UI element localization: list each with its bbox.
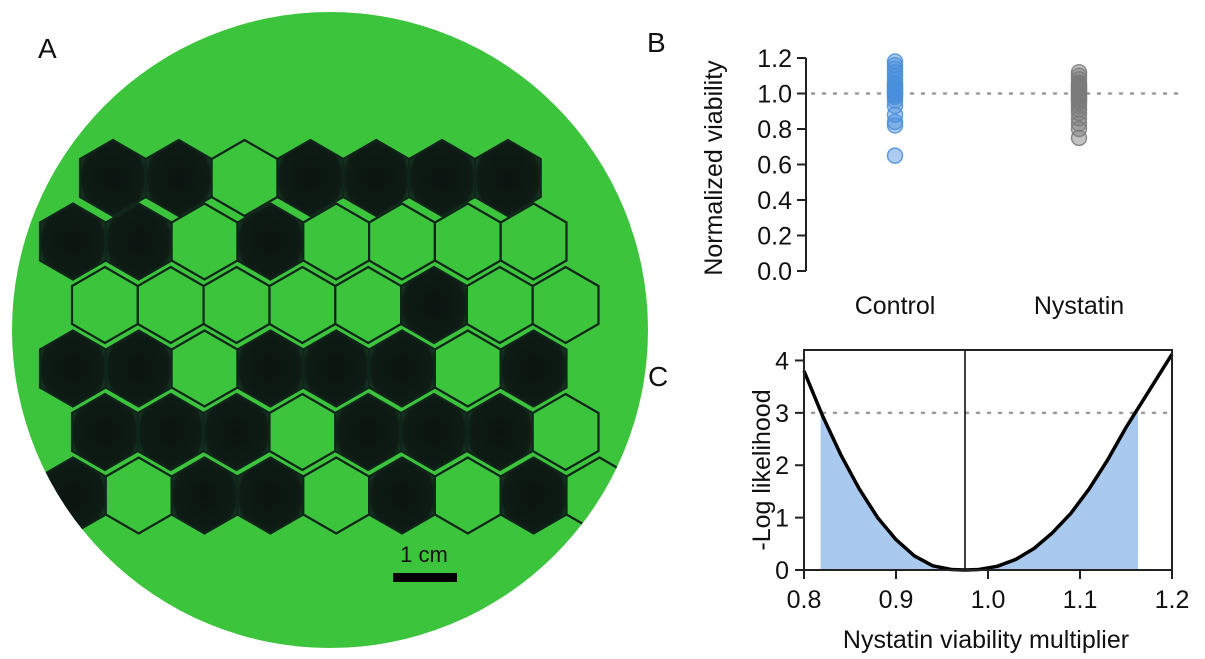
y-axis-title-c: -Log likelihood: [748, 389, 776, 550]
well-green: [531, 265, 600, 345]
y-tick-label: 1: [775, 505, 789, 533]
y-tick-label: 4: [775, 347, 789, 375]
data-point: [886, 147, 904, 164]
points-b: [886, 53, 1088, 164]
panel-letter-b: B: [647, 27, 666, 58]
y-tick-label: 2: [775, 452, 789, 480]
ticks-c: 0 1 2 3 4 0.8 0.9 1.0 1.1 1.2: [775, 347, 1189, 614]
y-tick-label: 0: [775, 557, 789, 585]
well-dark: [499, 329, 568, 408]
y-tick-label: 0.8: [757, 116, 792, 144]
x-tick-label: 0.9: [879, 586, 914, 614]
y-ticks-b: 0.0 0.2 0.4 0.6 0.8 1.0 1.2: [757, 45, 806, 286]
x-category-label: Control: [855, 292, 936, 320]
x-tick-label: 0.8: [787, 586, 822, 614]
data-point: [1070, 120, 1088, 138]
y-tick-label: 0.0: [757, 258, 792, 286]
confidence-interval-area: [820, 408, 1138, 570]
y-tick-label: 0.6: [757, 152, 792, 180]
x-axis-title-c: Nystatin viability multiplier: [843, 626, 1129, 654]
well-green: [499, 202, 568, 281]
x-category-label: Nystatin: [1034, 292, 1124, 320]
panel-b: B Normalized viability 0.0 0.2 0.4 0.6 0.8 1.…: [647, 27, 1187, 320]
well-green: [531, 392, 600, 472]
y-tick-label: 1.0: [757, 81, 792, 109]
y-tick-label: 0.2: [757, 223, 792, 251]
panel-letter-a: A: [38, 33, 57, 64]
y-tick-label: 1.2: [757, 45, 792, 73]
panel-a: A 1 cm: [12, 12, 648, 648]
plot-area-c: [802, 349, 1174, 572]
data-point: [886, 97, 904, 115]
panel-letter-c: C: [648, 361, 668, 392]
scale-bar-label: 1 cm: [400, 542, 448, 567]
y-axis-title-b: Normalized viability: [700, 60, 728, 276]
panel-c: C -Log likelihood Nystatin viability mul…: [648, 347, 1189, 654]
data-point: [886, 117, 904, 134]
x-tick-label: 1.1: [1063, 586, 1098, 614]
hex-well-grid: [38, 138, 634, 535]
x-category-labels-b: Control Nystatin: [855, 292, 1124, 320]
well-dark: [473, 138, 542, 218]
scale-bar: [393, 573, 457, 582]
data-point: [1070, 129, 1088, 147]
y-tick-label: 0.4: [757, 187, 792, 215]
data-point: [1070, 115, 1088, 132]
x-tick-label: 1.0: [971, 586, 1006, 614]
data-point: [886, 92, 904, 109]
x-tick-label: 1.2: [1155, 586, 1190, 614]
y-tick-label: 3: [775, 400, 789, 428]
